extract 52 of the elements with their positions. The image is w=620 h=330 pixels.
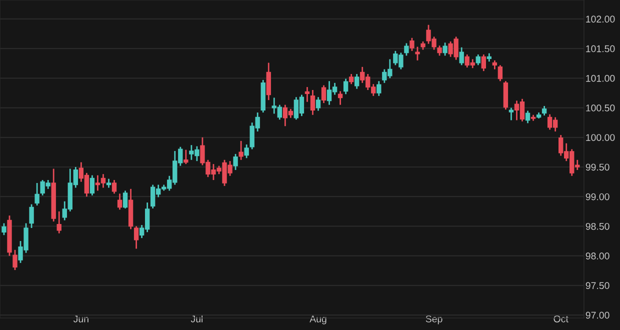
- candlestick: [2, 222, 6, 236]
- y-tick-label: 98.50: [586, 222, 610, 230]
- candlestick: [321, 84, 326, 104]
- candlestick: [56, 210, 62, 234]
- x-tick-label: Aug: [310, 316, 326, 324]
- x-tick-label: Jun: [73, 316, 88, 322]
- candlestick: [12, 249, 18, 271]
- candlestick: [348, 73, 354, 85]
- candlestick: [525, 110, 530, 124]
- candlestick: [376, 80, 382, 97]
- candlestick: [343, 78, 348, 95]
- candlestick: [410, 37, 414, 52]
- candlestick: [404, 42, 409, 56]
- candlestick: [354, 73, 360, 90]
- y-tick-label: 100.50: [586, 104, 615, 112]
- y-tick-label: 97.00: [586, 312, 610, 319]
- candlestick: [304, 86, 310, 103]
- candlestick: [34, 182, 40, 206]
- candlestick: [338, 90, 343, 106]
- candlestick: [134, 226, 139, 250]
- y-tick-label: 102.00: [586, 16, 615, 23]
- candlestick: [437, 44, 442, 56]
- candlestick: [112, 179, 117, 194]
- y-tick-label: 99.00: [586, 193, 610, 200]
- candlestick: [476, 54, 480, 66]
- y-tick-label: 101.50: [586, 45, 615, 52]
- candlestick: [498, 64, 503, 82]
- candlestick: [266, 62, 271, 101]
- candlestick: [459, 46, 464, 66]
- candlestick: [316, 96, 321, 112]
- candlestick: [117, 192, 122, 210]
- y-tick-label: 100.00: [586, 134, 615, 142]
- candlestick: [481, 54, 486, 72]
- x-tick-label: Sep: [426, 315, 442, 324]
- candlestick: [415, 46, 420, 62]
- y-tick-label: 101.00: [586, 74, 615, 82]
- y-tick-label: 98.00: [586, 252, 610, 260]
- candlestick: [238, 140, 244, 161]
- y-tick-label: 99.50: [586, 164, 610, 171]
- candlestick: [122, 190, 128, 210]
- x-tick-label: Jul: [190, 315, 203, 322]
- candlestick: [90, 174, 95, 196]
- candlestick: [184, 149, 188, 165]
- x-tick-label: Oct: [554, 315, 568, 322]
- candlestick: [244, 144, 249, 159]
- candlestick: [310, 89, 316, 116]
- candlestick: [233, 153, 238, 171]
- candlestick: [442, 42, 448, 56]
- candlestick: [29, 204, 34, 229]
- candlestick: [542, 105, 547, 116]
- y-tick-label: 97.50: [586, 282, 610, 290]
- candlestick: [508, 107, 514, 121]
